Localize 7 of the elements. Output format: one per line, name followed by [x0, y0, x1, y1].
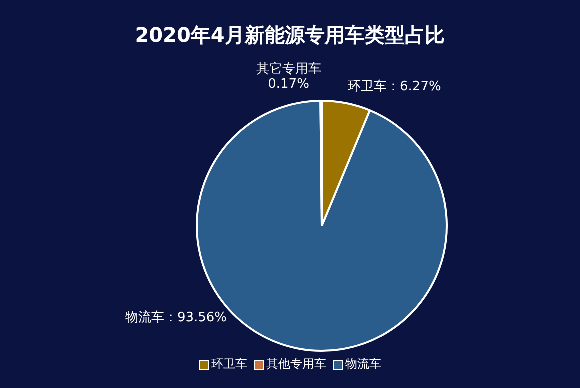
legend-label: 其他专用车: [266, 356, 326, 373]
data-label: 其它专用车 0.17%: [256, 60, 322, 92]
legend-label: 物流车: [344, 356, 382, 373]
data-label: 物流车：93.56%: [125, 309, 228, 326]
chart-title: 2020年4月新能源专用车类型占比: [134, 22, 446, 49]
data-label: 环卫车：6.27%: [348, 79, 442, 94]
legend-label: 环卫车: [210, 356, 248, 373]
